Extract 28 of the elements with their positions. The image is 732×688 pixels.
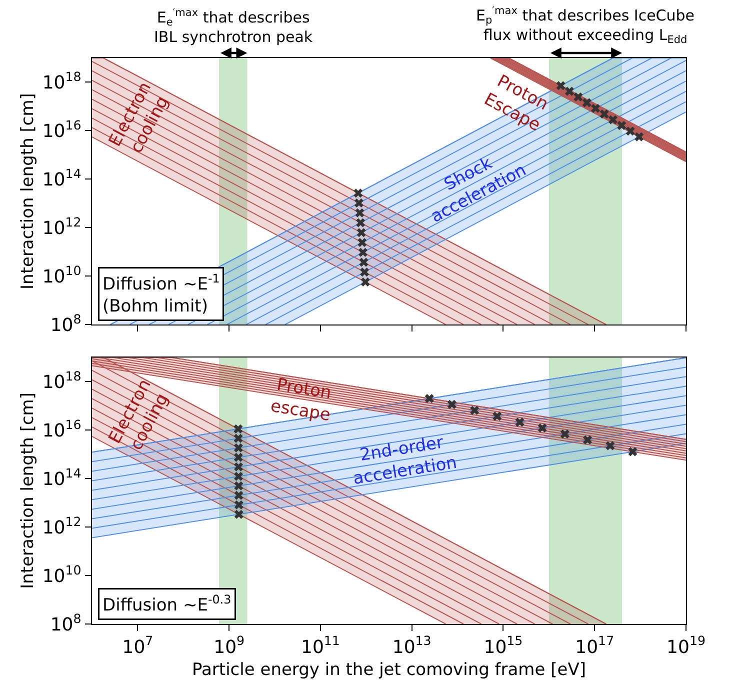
y-tick-label: 10$^{8}$ (50, 311, 82, 336)
band-label: E$_{e}$$^{′max}$ that describes IBL synchrotron peak (154, 7, 313, 46)
x-tick-label: 10$^{17}$ (575, 633, 614, 658)
y-tick-label: 10$^{12}$ (42, 514, 82, 538)
y-tick-label: 10$^{16}$ (42, 416, 82, 442)
band-label: E$_{p}$$^{′max}$ that describes IceCube flux without exceeding L$_{Edd}$ (476, 5, 695, 46)
x-tick-label: 10$^{7}$ (122, 633, 154, 658)
x-tick-label: 10$^{9}$ (214, 633, 245, 658)
y-axis-title: Interaction length [cm] (18, 392, 38, 589)
y-tick-label: 10$^{12}$ (42, 214, 82, 239)
annotation: Diffusion ~E$^{-1}$ (Bohm limit) (102, 272, 220, 317)
x-axis-title: Particle energy in the jet comoving frame [eV] (192, 660, 586, 680)
x-tick-label: 10$^{13}$ (392, 633, 432, 658)
y-tick-label: 10$^{14}$ (42, 465, 82, 490)
annotation: Proton escape (269, 374, 333, 426)
y-tick-label: 10$^{16}$ (42, 117, 82, 142)
y-tick-label: 10$^{10}$ (42, 562, 82, 587)
y-tick-label: 10$^{8}$ (50, 610, 82, 636)
annotation: 2nd-order acceleration (352, 432, 458, 490)
x-tick-label: 10$^{15}$ (484, 633, 523, 658)
x-tick-label: 10$^{19}$ (666, 633, 706, 658)
y-tick-label: 10$^{18}$ (42, 68, 82, 94)
y-axis-title: Interaction length [cm] (18, 93, 38, 290)
x-tick-label: 10$^{11}$ (300, 633, 340, 658)
y-tick-label: 10$^{18}$ (42, 368, 82, 393)
y-tick-label: 10$^{14}$ (42, 166, 82, 190)
annotation: Diffusion ~E$^{-0.3}$ (102, 592, 232, 616)
y-tick-label: 10$^{10}$ (42, 262, 82, 288)
